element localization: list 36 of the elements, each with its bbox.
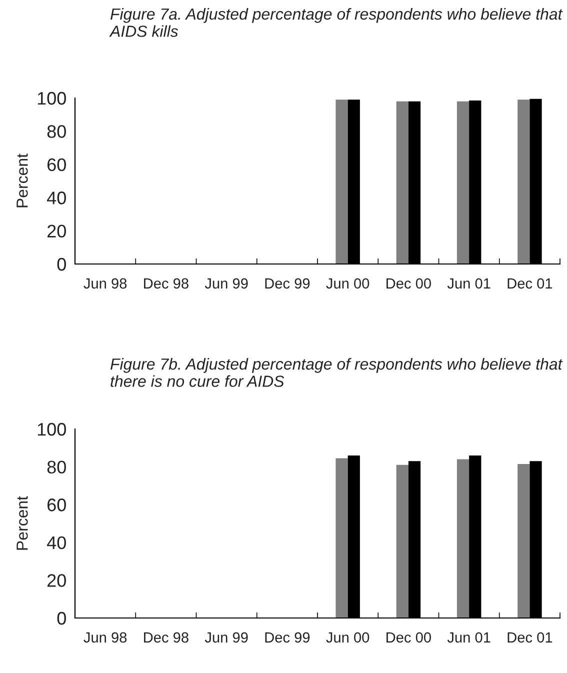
x-tick-label: Dec 98: [144, 632, 188, 643]
x-tick-label: Dec 01: [508, 632, 552, 643]
y-tick-label: 60: [48, 158, 66, 172]
y-tick-label: 0: [57, 612, 66, 625]
x-tick-label: Jun 00: [326, 278, 370, 289]
chart-title: Figure 7a. Adjusted percentage of respondents who believe that AIDS kills: [109, 8, 563, 37]
x-tick-label: Dec 98: [144, 278, 188, 289]
x-tick-label: Jun 00: [326, 632, 370, 643]
y-tick-label: 100: [38, 422, 66, 436]
x-tick-label: Jun 01: [447, 632, 490, 643]
y-axis-title: Percent: [16, 154, 28, 208]
x-tick-label: Jun 01: [447, 278, 490, 289]
y-tick-label: 40: [47, 192, 66, 204]
bar: [518, 464, 530, 618]
y-tick-label: 0: [57, 258, 66, 271]
y-tick-label: 100: [38, 92, 66, 105]
x-tick-label: Dec 01: [508, 278, 552, 289]
y-tick-label: 80: [47, 460, 66, 474]
y-axis-title: Percent: [16, 496, 28, 550]
x-tick-label: Dec 99: [265, 632, 310, 643]
x-tick-label: Jun 99: [204, 278, 248, 289]
x-tick-label: Jun 98: [84, 278, 127, 289]
x-tick-label: Jun 98: [84, 632, 127, 643]
bar: [456, 459, 470, 618]
x-tick-label: Jun 99: [204, 632, 248, 643]
y-tick-label: 60: [48, 498, 66, 512]
x-tick-label: Dec 99: [265, 278, 310, 289]
x-tick-label: Dec 00: [386, 632, 431, 643]
bar: [336, 458, 348, 618]
x-tick-label: Dec 00: [386, 278, 431, 289]
chart-title: Figure 7b. Adjusted percentage of respondents who believe that there is no cure for AIDS: [110, 358, 563, 387]
bar: [396, 464, 408, 618]
y-tick-label: 20: [47, 224, 66, 238]
y-tick-label: 80: [47, 125, 66, 138]
y-tick-label: 40: [47, 536, 66, 550]
y-tick-label: 20: [47, 574, 66, 587]
